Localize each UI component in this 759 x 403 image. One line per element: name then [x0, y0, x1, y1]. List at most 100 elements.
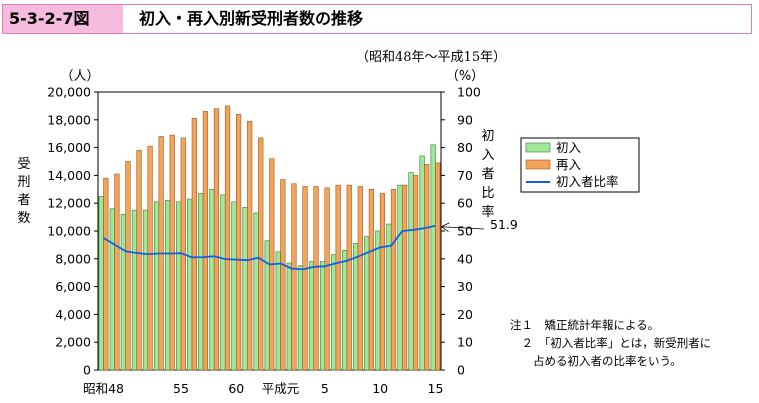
bar-shonyu: [209, 189, 215, 371]
y2-tick-label: 20: [457, 307, 473, 322]
bar-shonyu: [153, 201, 160, 371]
bar-shonyu: [231, 201, 237, 371]
y-axis-unit: （人）: [60, 69, 99, 84]
bar-shonyu: [264, 240, 270, 371]
y2-tick-label: 10: [457, 335, 473, 350]
note-1: 注１ 矯正統計年報による。: [510, 318, 660, 332]
period-label: （昭和48年～平成15年）: [356, 50, 507, 65]
y2-axis-title-char: 比: [481, 186, 494, 201]
y-tick-label: 16,000: [47, 140, 91, 155]
bar-sainyu: [191, 118, 197, 371]
bar-sainyu: [357, 186, 363, 371]
bar-sainyu: [390, 189, 397, 371]
note-3: 占める初入者の比率をいう。: [510, 354, 682, 368]
bar-shonyu: [98, 195, 104, 371]
bar-shonyu: [142, 209, 149, 371]
bar-sainyu: [136, 150, 142, 371]
bar-shonyu: [297, 265, 303, 371]
bar-shonyu: [353, 243, 359, 371]
bar-sainyu: [280, 179, 286, 371]
y2-tick-label: 30: [457, 279, 473, 294]
bar-shonyu: [131, 209, 138, 371]
bar-sainyu: [302, 186, 308, 371]
note-2: ２ 「初入者比率」とは，新受刑者に: [510, 336, 712, 350]
y-axis-title-char: 数: [17, 211, 30, 226]
bar-shonyu: [330, 254, 337, 371]
y-tick-label: 12,000: [47, 196, 91, 211]
y-tick-label: 20,000: [47, 85, 91, 100]
y2-axis-title-char: 率: [481, 204, 494, 220]
bar-sainyu: [147, 145, 153, 371]
bar-sainyu: [379, 193, 386, 371]
bar-shonyu: [109, 208, 115, 371]
bar-shonyu: [198, 193, 204, 371]
bar-shonyu: [275, 251, 281, 371]
bar-sainyu: [213, 108, 220, 371]
bar-shonyu: [319, 261, 326, 371]
bar-shonyu: [176, 201, 182, 371]
bar-sainyu: [346, 184, 352, 371]
y2-tick-label: 60: [457, 196, 473, 211]
bar-shonyu: [120, 214, 126, 371]
legend-swatch-sainyu: [525, 159, 551, 170]
figure-header: 5-3-2-7図 初入・再入別新受刑者数の推移: [2, 4, 752, 34]
y2-axis-title-char: 者: [481, 167, 494, 182]
y-tick-label: 14,000: [47, 168, 91, 183]
bar-shonyu: [342, 250, 348, 371]
figure-label: 5-3-2-7図: [3, 5, 123, 33]
y-tick-label: 4,000: [55, 307, 91, 322]
y2-tick-label: 0: [457, 363, 465, 378]
bar-sainyu: [413, 175, 419, 371]
bar-shonyu: [397, 184, 403, 371]
legend-swatch-shonyu: [525, 142, 551, 153]
y2-tick-label: 100: [457, 85, 481, 100]
y-tick-label: 8,000: [55, 251, 91, 266]
bar-sainyu: [247, 120, 253, 371]
bar-sainyu: [258, 137, 264, 371]
bar-sainyu: [435, 162, 441, 371]
x-tick-label: 55: [173, 381, 189, 396]
bar-sainyu: [401, 184, 408, 371]
bar-sainyu: [224, 105, 231, 371]
bar-shonyu: [364, 236, 370, 371]
bar-shonyu: [187, 198, 193, 371]
bar-shonyu: [220, 194, 226, 371]
bar-sainyu: [324, 187, 330, 371]
notes: 注１ 矯正統計年報による。 ２ 「初入者比率」とは，新受刑者に 占める初入者の比…: [510, 316, 711, 370]
bar-sainyu: [313, 186, 319, 371]
y2-tick-label: 40: [457, 251, 473, 266]
y-axis-title-char: 者: [17, 193, 30, 208]
bar-shonyu: [408, 172, 414, 371]
x-tick-label: 平成元: [262, 381, 300, 396]
bar-sainyu: [335, 184, 341, 371]
annotation-arrowhead: [440, 222, 450, 233]
y2-tick-label: 70: [457, 168, 473, 183]
legend-label-ratio: 初入者比率: [556, 174, 619, 189]
x-tick-label: 15: [428, 381, 444, 396]
y-tick-label: 2,000: [55, 335, 91, 350]
figure-title: 初入・再入別新受刑者数の推移: [139, 9, 364, 28]
x-tick-label: 5: [321, 381, 329, 396]
bar-sainyu: [202, 111, 209, 371]
bar-shonyu: [253, 212, 259, 371]
bar-sainyu: [114, 173, 120, 371]
ratio-line: [103, 224, 436, 271]
bar-sainyu: [424, 163, 430, 371]
bar-sainyu: [291, 183, 297, 371]
bar-sainyu: [368, 189, 374, 371]
bar-shonyu: [419, 155, 425, 371]
y-tick-label: 6,000: [55, 279, 91, 294]
y-axis-title-char: 刑: [17, 175, 30, 190]
y2-axis-title-char: 入: [481, 148, 494, 163]
y2-tick-label: 90: [457, 112, 473, 127]
y2-tick-label: 80: [457, 140, 473, 155]
y-tick-label: 0: [83, 363, 91, 378]
y-tick-label: 10,000: [47, 224, 91, 239]
x-tick-label: 10: [372, 381, 388, 396]
bar-sainyu: [125, 161, 131, 371]
bar-shonyu: [286, 262, 292, 371]
y-axis-title-char: 受: [17, 157, 30, 172]
annotation-label: 51.9: [490, 217, 518, 232]
x-tick-label: 昭和48: [83, 381, 124, 396]
